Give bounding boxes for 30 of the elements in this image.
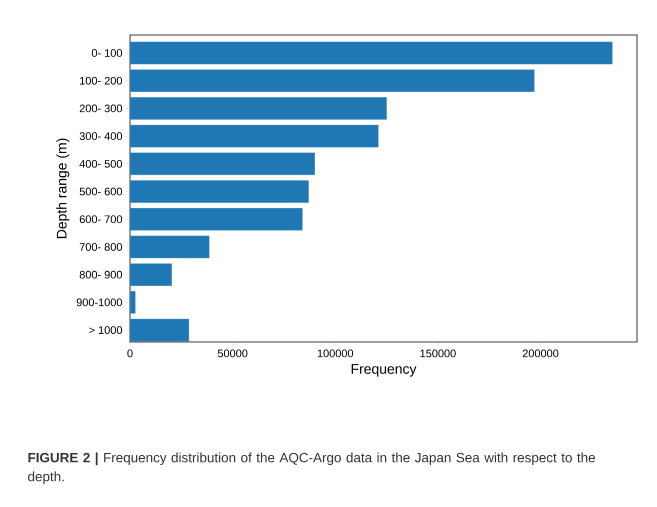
y-axis-title: Depth range (m)	[56, 138, 70, 238]
y-tick-label: 500- 600	[80, 188, 122, 196]
y-tick-label: 900-1000	[76, 298, 122, 306]
bar	[130, 180, 309, 203]
bar	[130, 318, 190, 342]
x-tick-label: 100000	[318, 350, 354, 358]
x-tick-label: 150000	[420, 350, 456, 358]
x-tick-label: 0	[127, 350, 133, 358]
y-tick-label: 700- 800	[80, 243, 122, 251]
x-tick-label: 200000	[522, 350, 558, 358]
x-axis-title: Frequency	[352, 364, 416, 377]
x-tick-label: 50000	[218, 350, 248, 358]
bar	[130, 42, 613, 64]
y-tick-label: 200- 300	[80, 104, 122, 112]
y-tick-label: 600- 700	[80, 215, 122, 224]
y-tick-label: 0- 100	[92, 49, 122, 57]
y-tick-label: 800- 900	[80, 270, 122, 279]
bar	[130, 236, 210, 258]
bar	[130, 69, 535, 92]
bar	[130, 152, 315, 176]
bar	[130, 124, 379, 148]
bar	[130, 291, 136, 314]
bar	[130, 97, 387, 120]
y-tick-label: 400- 500	[79, 160, 122, 168]
y-tick-label: 100- 200	[80, 76, 122, 85]
text: FIGURE 2 | Frequency distribution of the AQC-Argo data in the Japan Sea with respect to the depth.	[28, 452, 596, 484]
bar	[130, 208, 303, 231]
bar	[130, 263, 172, 286]
y-tick-label: 300- 400	[80, 132, 122, 140]
y-tick-label: > 1000	[89, 326, 122, 334]
